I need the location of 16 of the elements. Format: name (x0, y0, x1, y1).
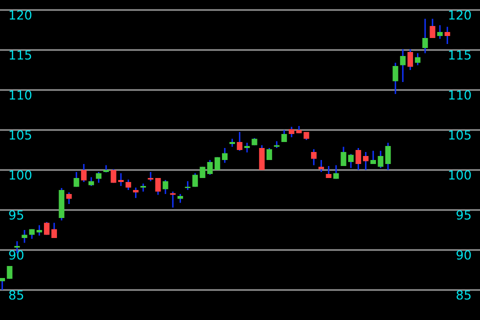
y-tick-label: 100 (10, 170, 32, 180)
y2-tick-label: 105 (449, 130, 471, 140)
y2-tick-label: 95 (456, 210, 471, 220)
y2-tick-label: 120 (449, 10, 471, 20)
y-tick-label: 120 (10, 10, 32, 20)
y2-tick-label: 85 (456, 290, 471, 300)
y2-tick-label: 110 (449, 90, 471, 100)
y2-tick-label: 100 (449, 170, 471, 180)
y-tick-label: 90 (9, 250, 24, 260)
y2-tick-label: 90 (456, 250, 471, 260)
y-tick-label: 95 (9, 210, 24, 220)
y-tick-label: 85 (9, 290, 24, 300)
y-tick-label: 105 (10, 130, 32, 140)
y-tick-label: 115 (10, 50, 32, 60)
y-tick-label: 110 (10, 90, 32, 100)
y2-tick-label: 115 (449, 50, 471, 60)
